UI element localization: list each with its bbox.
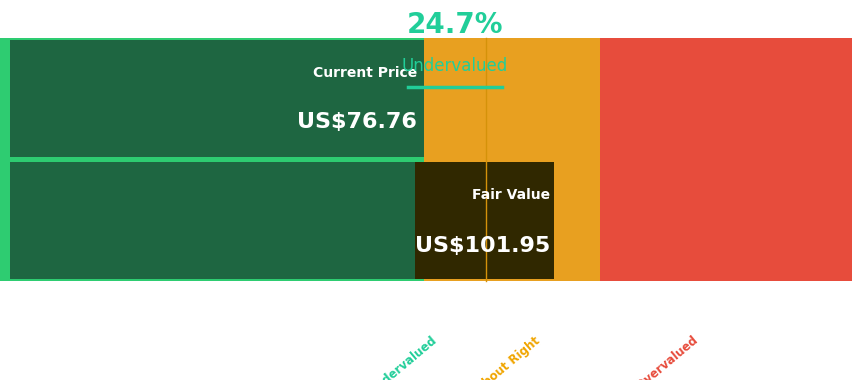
- Bar: [0, 38, 423, 281]
- Text: 20% Overvalued: 20% Overvalued: [609, 334, 700, 380]
- Text: 20% Undervalued: 20% Undervalued: [341, 334, 439, 380]
- Text: 24.7%: 24.7%: [406, 11, 503, 40]
- Bar: [10, 162, 486, 279]
- Text: Fair Value: Fair Value: [471, 188, 550, 202]
- Bar: [423, 38, 486, 281]
- Bar: [599, 38, 852, 281]
- Text: US$101.95: US$101.95: [414, 236, 550, 256]
- Text: About Right: About Right: [473, 334, 542, 380]
- Bar: [486, 38, 599, 281]
- Bar: [10, 40, 423, 157]
- Text: US$76.76: US$76.76: [296, 112, 417, 132]
- Bar: [415, 162, 554, 279]
- Text: Current Price: Current Price: [313, 66, 417, 80]
- Text: Undervalued: Undervalued: [401, 57, 508, 75]
